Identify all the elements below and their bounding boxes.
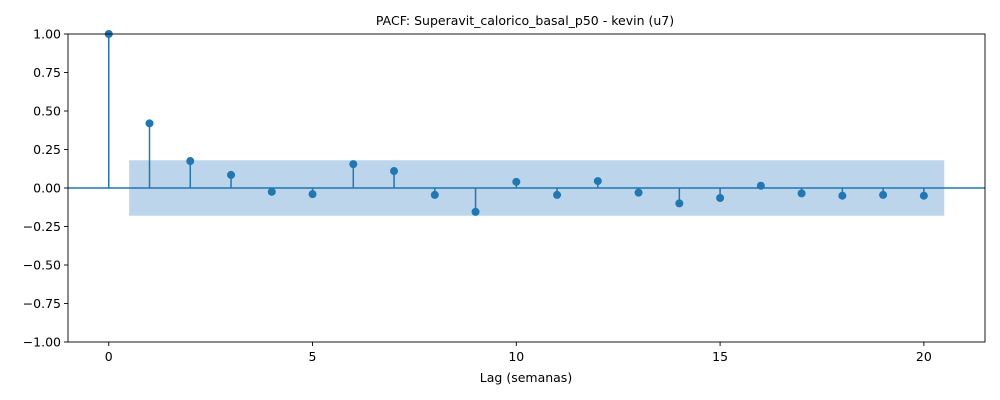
- stem-marker: [553, 190, 562, 199]
- x-axis-label: Lag (semanas): [480, 370, 572, 385]
- stem-marker: [186, 157, 195, 166]
- stem-marker: [145, 119, 154, 128]
- stem-marker: [797, 189, 806, 198]
- y-tick-label: −0.50: [23, 258, 61, 273]
- y-tick-label: 1.00: [33, 27, 61, 42]
- stem-marker: [593, 177, 602, 186]
- y-tick-label: 0.75: [33, 65, 61, 80]
- y-tick-label: 0.50: [33, 104, 61, 119]
- x-tick-label: 0: [105, 349, 113, 364]
- x-tick-label: 5: [309, 349, 317, 364]
- x-tick-label: 10: [508, 349, 524, 364]
- stem-marker: [756, 181, 765, 190]
- stem-marker: [675, 199, 684, 208]
- y-tick-label: 0.00: [33, 181, 61, 196]
- stem-marker: [512, 177, 521, 186]
- chart-title: PACF: Superavit_calorico_basal_p50 - kev…: [376, 13, 674, 28]
- stem-marker: [430, 190, 439, 199]
- stem-marker: [716, 194, 725, 203]
- y-tick-label: −0.75: [23, 296, 61, 311]
- stem-marker: [919, 191, 928, 200]
- stem-marker: [879, 190, 888, 199]
- y-tick-label: 0.25: [33, 142, 61, 157]
- stem-marker: [267, 187, 276, 196]
- stem-marker: [634, 188, 643, 197]
- y-tick-label: −1.00: [23, 335, 61, 350]
- y-tick-label: −0.25: [23, 219, 61, 234]
- stem-marker: [227, 170, 236, 179]
- x-tick-label: 20: [916, 349, 932, 364]
- x-tick-label: 15: [712, 349, 728, 364]
- stem-marker: [838, 191, 847, 200]
- stem-marker: [349, 160, 358, 169]
- stem-marker: [390, 167, 399, 176]
- stem-marker: [308, 190, 317, 199]
- axes-layer: −1.00 −0.75 −0.50 −0.25 0.00 0.25 0.50 0.75 1.00…: [23, 27, 986, 364]
- stem-marker: [471, 207, 480, 216]
